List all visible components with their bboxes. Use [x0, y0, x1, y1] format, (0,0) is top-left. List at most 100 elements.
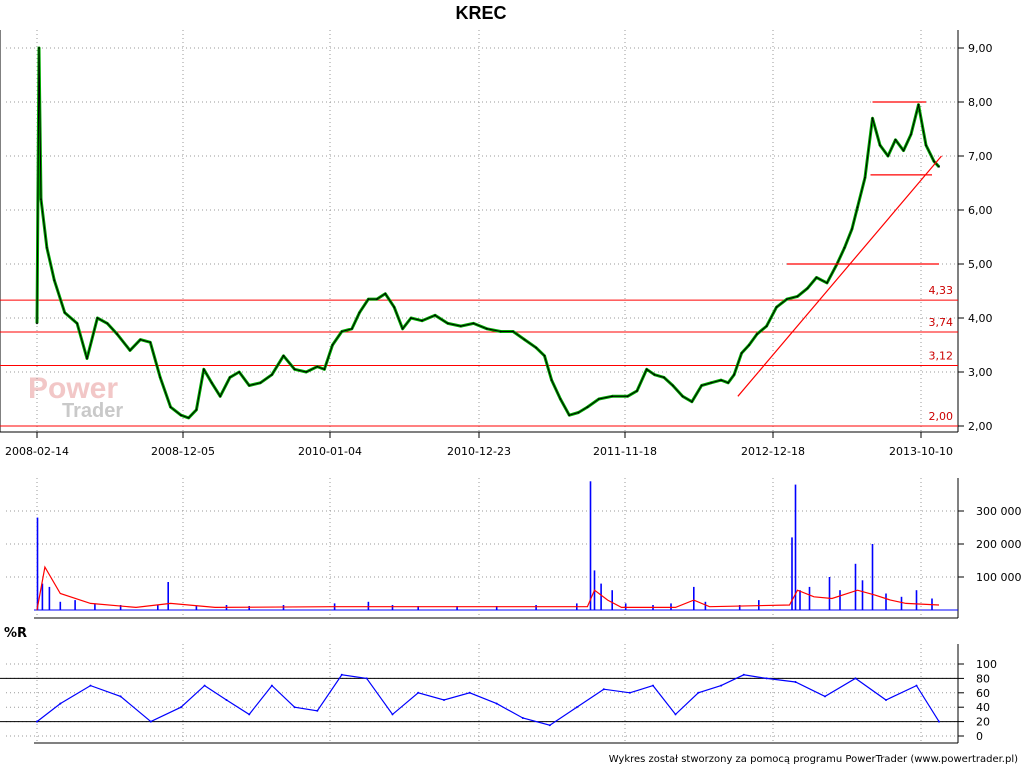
price-point [586, 406, 589, 408]
price-y-tick-label: 9,00 [968, 42, 993, 55]
price-panel: 4,33 3,74 3,12 2,00 2,00 3,00 4,00 5,00 6,00 7,0… [0, 30, 993, 458]
volume-bar [828, 577, 831, 610]
price-point [159, 376, 162, 379]
price-point [851, 228, 853, 230]
price-x-tick-label: 2008-02-14 [5, 445, 69, 458]
volume-average-line [36, 565, 940, 611]
price-point [195, 408, 198, 411]
price-y-tick-label: 4,00 [968, 312, 993, 325]
price-point [523, 338, 526, 341]
price-point [611, 395, 614, 398]
volume-y-tick-label: 100 000 [976, 571, 1022, 584]
wr-point [119, 695, 122, 698]
price-y-tick-label: 5,00 [968, 258, 993, 271]
wr-y-tick-label: 0 [976, 730, 983, 743]
price-point [691, 400, 693, 403]
price-point [169, 406, 172, 408]
wr-point [270, 684, 273, 687]
price-point [331, 344, 334, 346]
price-point [700, 384, 703, 387]
volume-bar [871, 544, 874, 610]
price-point [139, 338, 142, 341]
level-label: 3,74 [929, 316, 954, 329]
price-point [282, 354, 285, 357]
watermark-trader: Trader [62, 400, 123, 422]
wr-y-tick-label: 100 [976, 658, 997, 671]
volume-bar [48, 586, 51, 610]
wr-point [89, 684, 92, 687]
price-point [543, 354, 546, 357]
volume-bar [167, 582, 169, 610]
price-point [826, 282, 828, 284]
level-label: 3,12 [929, 350, 954, 363]
volume-y-tick-label: 300 000 [976, 505, 1022, 518]
wr-grid [0, 644, 959, 744]
wr-y-tick-label: 60 [976, 687, 990, 700]
wr-point [225, 699, 228, 701]
price-point [351, 327, 353, 330]
wr-point [697, 691, 700, 694]
wr-point [742, 673, 745, 676]
volume-bar [794, 484, 797, 610]
price-point [259, 381, 262, 384]
price-point [902, 149, 905, 152]
price-point [401, 327, 404, 330]
price-point [367, 298, 370, 300]
price-point [36, 322, 38, 325]
watermark-logo: Power Trader [28, 372, 123, 422]
price-x-tick-label: 2013-10-10 [889, 445, 953, 458]
price-point [459, 325, 462, 327]
price-point [756, 333, 758, 336]
price-grid [0, 30, 959, 433]
volume-y-tick-label: 200 000 [976, 538, 1022, 551]
price-point [843, 246, 846, 249]
wr-point [915, 684, 918, 687]
volume-bar [861, 580, 864, 610]
price-series [35, 46, 941, 420]
price-point [472, 322, 475, 325]
footer-credit: Wykres został stworzony za pomocą progra… [609, 754, 1018, 765]
price-point [720, 379, 722, 381]
wr-point [521, 717, 524, 719]
wr-point [824, 695, 826, 698]
price-y-tick-label: 7,00 [968, 150, 993, 163]
price-point [323, 368, 326, 371]
price-point [786, 298, 788, 300]
level-label: 4,33 [929, 284, 954, 297]
wr-point [149, 720, 152, 723]
volume-bar [624, 603, 627, 610]
wr-point [248, 713, 251, 716]
wr-point [417, 691, 420, 694]
price-point [86, 357, 88, 360]
price-point [681, 395, 684, 398]
volume-bar [885, 593, 887, 610]
wr-point [652, 684, 654, 687]
trend-segment [737, 155, 942, 397]
volume-bar [41, 583, 44, 610]
wr-point [365, 677, 368, 680]
price-point [917, 103, 920, 106]
volume-bar [119, 605, 122, 610]
chart-title: KREC [455, 3, 506, 23]
price-y-tick-label: 6,00 [968, 204, 993, 217]
volume-bar [248, 606, 250, 610]
price-point [376, 298, 378, 300]
price-x-tick-label: 2010-12-23 [447, 445, 511, 458]
price-point [46, 246, 48, 249]
wr-point [495, 702, 498, 705]
price-point [229, 376, 231, 379]
price-point [806, 287, 809, 290]
price-x-tick-label: 2010-01-04 [298, 445, 362, 458]
price-point [486, 327, 488, 330]
price-point [410, 317, 412, 319]
price-point [340, 330, 343, 333]
volume-bar [839, 590, 841, 610]
watermark-power: Power [28, 372, 118, 405]
price-point [671, 384, 674, 387]
wr-series [36, 673, 940, 727]
price-point [733, 373, 735, 376]
price-point [180, 414, 182, 417]
volume-bar [808, 586, 811, 610]
volume-bar [758, 600, 760, 610]
price-x-tick-label: 2008-12-05 [151, 445, 215, 458]
